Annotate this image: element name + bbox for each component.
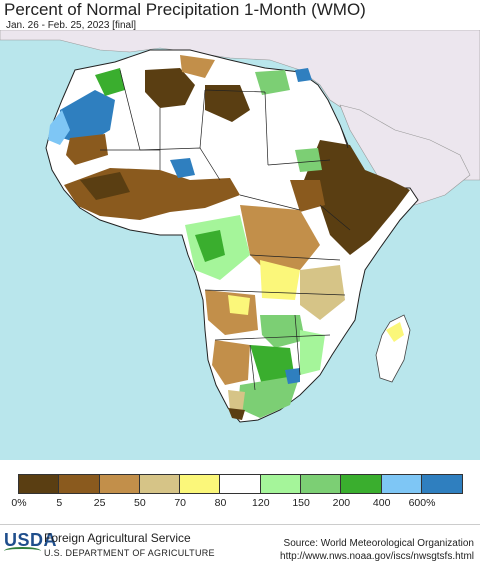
legend-swatch [180, 475, 221, 493]
legend-label: 70 [174, 497, 187, 509]
legend-labels: 0% 5 25 50 70 80 120 150 200 400 600% [0, 497, 480, 511]
legend-swatch [381, 475, 422, 493]
source-url: http://www.nws.noaa.gov/iscs/nwsgtsfs.ht… [280, 551, 474, 562]
botswana-green [250, 345, 295, 385]
legend-label: 0% [11, 497, 27, 509]
zambia-green [260, 315, 305, 348]
legend-swatch [19, 475, 60, 493]
agency-name: Foreign Agricultural Service [44, 531, 191, 545]
legend-color-bar [18, 474, 464, 494]
north-green [255, 70, 290, 95]
date-range: Jan. 26 - Feb. 25, 2023 [final] [6, 20, 137, 31]
cape-dark [228, 408, 245, 420]
footer-divider [0, 524, 480, 525]
nw-brown [66, 134, 108, 165]
source-line-1: Source: World Meteorological Organizatio… [283, 538, 474, 549]
page-title: Percent of Normal Precipitation 1-Month … [4, 0, 366, 19]
legend-swatch [139, 475, 181, 493]
horn-dry [300, 140, 410, 255]
namibia-tan [212, 340, 250, 385]
central-yellow [260, 260, 300, 300]
lake-chad-blue [170, 158, 195, 178]
ethiopia-green [295, 148, 322, 172]
nw-wet-lightblue [48, 110, 70, 145]
legend-swatch [260, 475, 302, 493]
north-blue [295, 68, 312, 82]
legend-label: 25 [93, 497, 106, 509]
nw-wet-blue [60, 90, 115, 145]
central-dark-green [195, 230, 225, 262]
legend-label: 50 [134, 497, 146, 509]
department-name: U.S. DEPARTMENT OF AGRICULTURE [44, 548, 215, 558]
natal-blue [285, 368, 300, 384]
west-dark [80, 172, 130, 200]
country-borders [100, 69, 351, 391]
usda-logo-text: USDA [4, 530, 58, 550]
north-tan [180, 55, 215, 78]
legend-label: 400 [372, 497, 391, 509]
legend-swatch [220, 475, 261, 493]
legend-swatch [59, 475, 100, 493]
usda-logo: USDA [4, 530, 57, 551]
usda-logo-arc [4, 547, 41, 555]
legend-label: 80 [214, 497, 227, 509]
legend-swatch [99, 475, 140, 493]
legend-label: 150 [292, 497, 310, 509]
madagascar-dry [386, 322, 404, 342]
arabia [339, 104, 471, 206]
legend-label: 5 [56, 497, 63, 509]
precipitation-map [0, 30, 480, 460]
nw-green [95, 68, 125, 96]
legend-swatch [341, 475, 382, 493]
southafrica-green [238, 375, 300, 418]
legend-label: 120 [252, 497, 270, 509]
egypt-dry [205, 85, 250, 122]
mozambique-green [300, 330, 325, 375]
angola-yellow [228, 295, 250, 315]
horn-mid [290, 180, 325, 212]
legend-label: 200 [332, 497, 351, 509]
source-credit: Source: World Meteorological Organizatio… [280, 537, 474, 563]
libya-dry [145, 68, 195, 108]
legend-swatch [421, 475, 463, 493]
tanzania-tan [300, 265, 345, 320]
legend-label: 600% [408, 497, 436, 509]
legend-swatch [301, 475, 342, 493]
